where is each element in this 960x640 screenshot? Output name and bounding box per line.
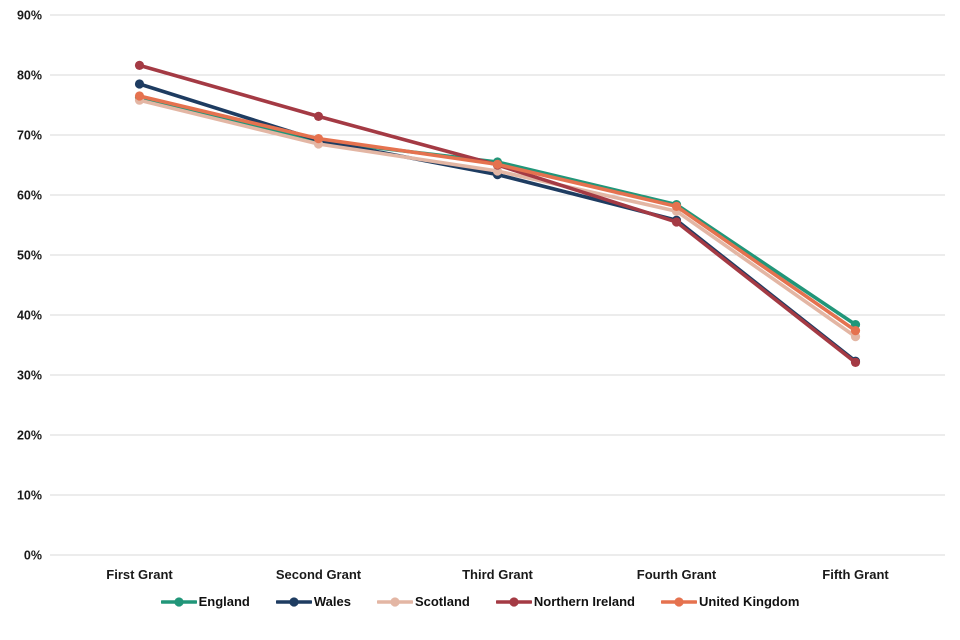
- series-point-northern-ireland: [313, 111, 324, 121]
- y-tick-label: 90%: [17, 9, 42, 23]
- series-line-scotland: [137, 98, 858, 339]
- x-axis-label: Third Grant: [462, 567, 533, 582]
- legend-marker-england: [160, 596, 197, 607]
- legend-item-united-kingdom: United Kingdom: [661, 594, 799, 609]
- series-point-wales: [134, 79, 145, 89]
- series-point-united-kingdom: [313, 134, 324, 144]
- legend-label-united-kingdom: United Kingdom: [699, 594, 800, 609]
- series-point-northern-ireland: [850, 357, 861, 367]
- y-tick-label: 50%: [17, 249, 42, 263]
- x-axis-label: Fourth Grant: [637, 567, 717, 582]
- y-tick-label: 40%: [17, 309, 42, 323]
- series-point-united-kingdom: [671, 201, 682, 211]
- legend-item-northern-ireland: Northern Ireland: [495, 594, 635, 609]
- y-tick-label: 70%: [17, 129, 42, 143]
- y-tick-label: 30%: [17, 369, 42, 383]
- x-axis-label: First Grant: [106, 567, 173, 582]
- legend-label-northern-ireland: Northern Ireland: [533, 594, 635, 609]
- series-point-northern-ireland: [671, 217, 682, 227]
- legend-dot: [674, 596, 684, 607]
- legend-item-england: England: [160, 594, 250, 609]
- series-point-united-kingdom: [492, 159, 503, 169]
- legend-label-england: England: [198, 594, 250, 609]
- series-point-united-kingdom: [134, 91, 145, 101]
- legend-item-scotland: Scotland: [376, 594, 470, 609]
- legend-item-wales: Wales: [275, 594, 351, 609]
- plot-area: 0% 10% 20% 30% 40% 50% 60% 70% 80% 90% First Grant…: [17, 9, 945, 582]
- y-tick-label: 0%: [24, 549, 42, 563]
- legend-label-wales: Wales: [313, 594, 351, 609]
- legend-marker-scotland: [376, 596, 413, 607]
- legend-dot: [390, 596, 400, 607]
- x-axis-label: Second Grant: [276, 567, 362, 582]
- legend-dot: [509, 596, 519, 607]
- series-point-northern-ireland: [134, 60, 145, 70]
- legend-dot: [289, 596, 299, 607]
- legend-marker-northern-ireland: [495, 596, 532, 607]
- series-line-england: [137, 96, 858, 327]
- legend-label-scotland: Scotland: [414, 594, 470, 609]
- legend-marker-wales: [275, 596, 312, 607]
- x-axis-label: Fifth Grant: [822, 567, 889, 582]
- y-tick-label: 60%: [17, 189, 42, 203]
- legend: England Wales Scotland Northern Ireland …: [0, 594, 960, 609]
- y-tick-label: 10%: [17, 489, 42, 503]
- series-line-northern-ireland: [137, 63, 858, 365]
- y-tick-label: 20%: [17, 429, 42, 443]
- legend-dot: [173, 596, 184, 607]
- series-point-united-kingdom: [850, 326, 861, 336]
- y-tick-label: 80%: [17, 69, 42, 83]
- legend-marker-united-kingdom: [661, 596, 697, 607]
- series-line-united-kingdom: [137, 94, 858, 333]
